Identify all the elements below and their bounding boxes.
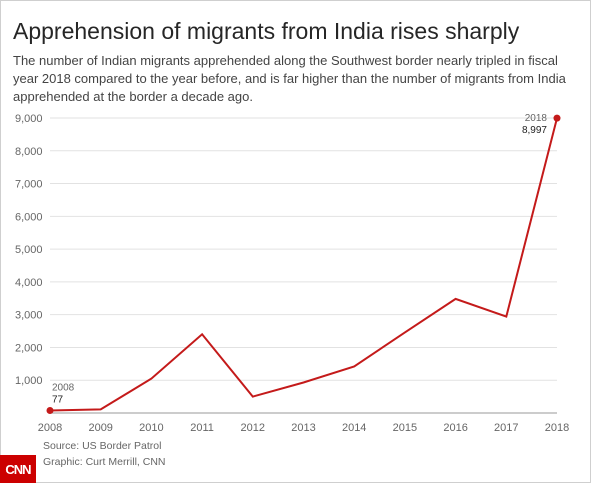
x-tick-label: 2015	[393, 422, 417, 434]
y-tick-label: 5,000	[15, 244, 43, 256]
data-point-marker	[553, 114, 561, 122]
y-tick-label: 9,000	[15, 113, 43, 125]
y-tick-label: 3,000	[15, 310, 43, 322]
series-line	[49, 117, 558, 412]
graphic-credit: Graphic: Curt Merrill, CNN	[43, 456, 166, 468]
annotation-value-label: 8,997	[522, 125, 547, 136]
y-tick-label: 8,000	[15, 146, 43, 158]
x-tick-label: 2014	[342, 422, 366, 434]
chart-subtitle: The number of Indian migrants apprehende…	[13, 53, 566, 104]
data-point-marker	[46, 406, 54, 414]
x-tick-label: 2009	[88, 422, 112, 434]
annotation-value-label: 77	[52, 394, 64, 405]
x-tick-label: 2013	[291, 422, 315, 434]
x-tick-label: 2012	[241, 422, 265, 434]
x-tick-label: 2008	[38, 422, 62, 434]
chart-title: Apprehension of migrants from India rise…	[13, 18, 520, 44]
y-tick-label: 6,000	[15, 211, 43, 223]
y-tick-label: 1,000	[15, 375, 43, 387]
y-tick-label: 7,000	[15, 179, 43, 191]
x-tick-label: 2017	[494, 422, 518, 434]
source-note: Source: US Border Patrol	[43, 440, 162, 452]
annotation-year-label: 2008	[52, 382, 75, 393]
x-tick-label: 2016	[443, 422, 467, 434]
x-tick-label: 2018	[545, 422, 569, 434]
x-tick-label: 2010	[139, 422, 163, 434]
x-tick-label: 2011	[190, 422, 214, 434]
cnn-logo: CNN	[0, 455, 36, 483]
y-tick-label: 2,000	[15, 342, 43, 354]
y-tick-label: 4,000	[15, 277, 43, 289]
annotation-year-label: 2018	[525, 113, 548, 124]
